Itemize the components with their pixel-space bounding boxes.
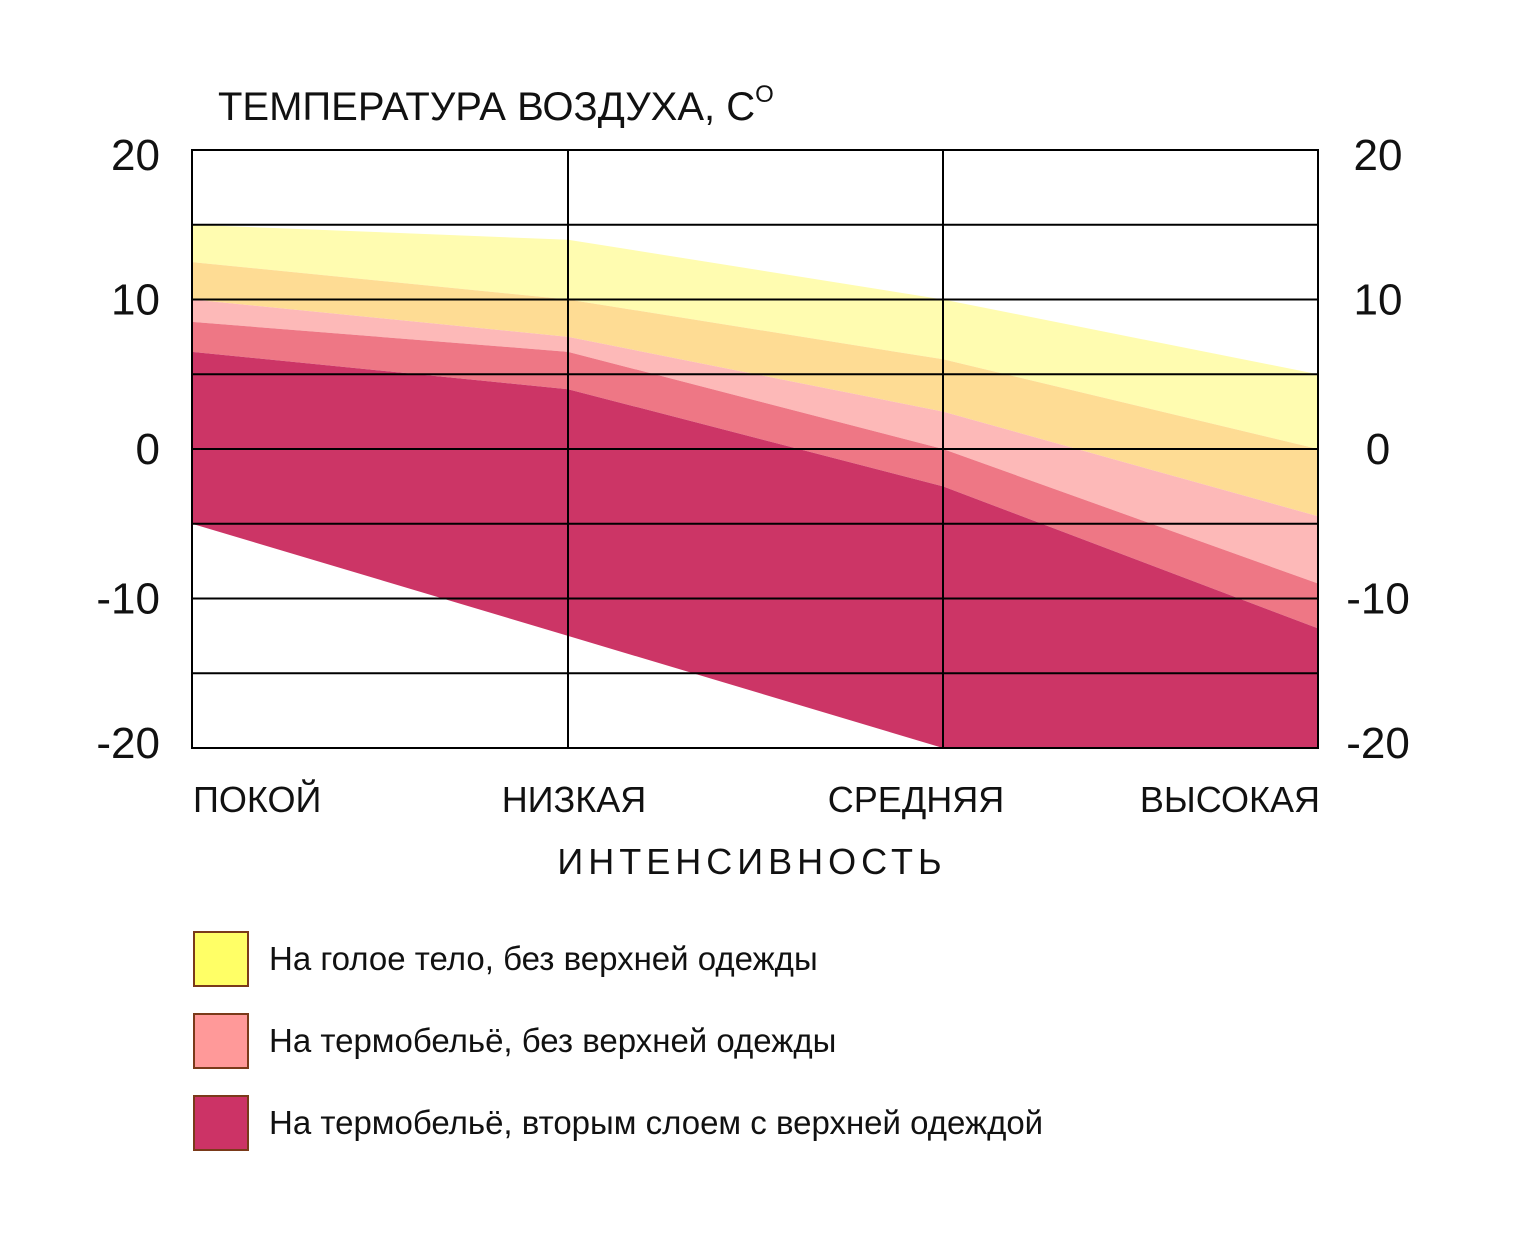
legend-swatch-yellow — [193, 931, 249, 987]
legend-label: На термобельё, вторым слоем с верхней од… — [269, 1104, 1044, 1141]
y-tick-label-right: -10 — [1346, 575, 1410, 624]
y-tick-label-left: 20 — [111, 131, 160, 180]
legend-item: На голое тело, без верхней одежды — [193, 930, 1043, 988]
band-series-2-0 — [192, 351, 1318, 748]
legend-item: На термобельё, вторым слоем с верхней од… — [193, 1094, 1043, 1152]
chart-bands — [192, 224, 1318, 748]
band-series-1-1 — [192, 321, 1318, 629]
legend: На голое тело, без верхней одежды На тер… — [193, 930, 1043, 1176]
y-tick-label-right: 10 — [1354, 276, 1403, 325]
x-tick-label: ВЫСОКАЯ — [1140, 779, 1320, 820]
legend-item: На термобельё, без верхней одежды — [193, 1012, 1043, 1070]
y-tick-label-right: -20 — [1346, 719, 1410, 768]
x-axis-label: ИНТЕНСИВНОСТЬ — [557, 841, 946, 882]
chart: 20 10 0 -10 -20 20 10 0 -10 -20 ПОКОЙ НИЗКАЯ СРЕДН… — [96, 81, 1410, 882]
band-series-0-1 — [192, 262, 1318, 517]
y-tick-label-left: 0 — [136, 425, 160, 474]
chart-title: ТЕМПЕРАТУРА ВОЗДУХА, СO — [218, 81, 774, 129]
y-axis-left: 20 10 0 -10 -20 — [96, 131, 160, 768]
band-series-1-0 — [192, 299, 1318, 584]
x-axis-categories: ПОКОЙ НИЗКАЯ СРЕДНЯЯ ВЫСОКАЯ — [193, 778, 1320, 820]
plot-frame — [191, 149, 1319, 749]
y-tick-label-right: 0 — [1366, 425, 1390, 474]
y-tick-label-right: 20 — [1354, 131, 1403, 180]
legend-label: На голое тело, без верхней одежды — [269, 940, 818, 977]
y-axis-right: 20 10 0 -10 -20 — [1346, 131, 1410, 768]
x-tick-label: НИЗКАЯ — [502, 779, 647, 820]
y-tick-label-left: -10 — [96, 575, 160, 624]
y-tick-label-left: 10 — [111, 276, 160, 325]
chart-grid — [191, 149, 1319, 749]
x-tick-label: ПОКОЙ — [193, 778, 321, 820]
y-tick-label-left: -20 — [96, 719, 160, 768]
x-tick-label: СРЕДНЯЯ — [828, 779, 1004, 820]
band-series-0-0 — [192, 224, 1318, 449]
legend-swatch-pink — [193, 1013, 249, 1069]
title-superscript: O — [755, 81, 774, 108]
legend-swatch-crimson — [193, 1095, 249, 1151]
legend-label: На термобельё, без верхней одежды — [269, 1022, 837, 1059]
